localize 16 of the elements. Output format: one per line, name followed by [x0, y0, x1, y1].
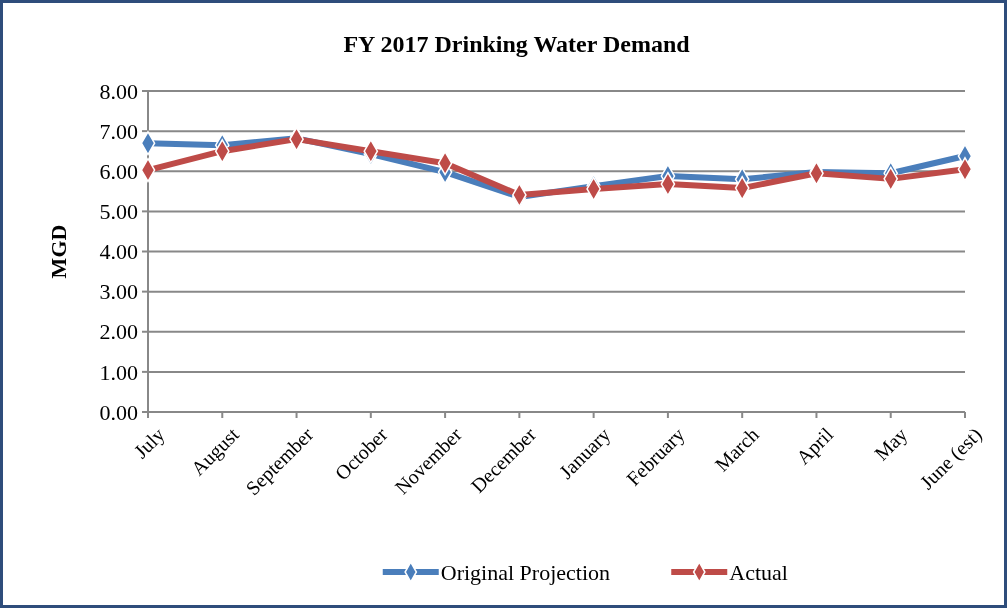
- chart-title: FY 2017 Drinking Water Demand: [343, 31, 691, 57]
- x-tick-label: June (est): [915, 423, 987, 495]
- y-tick-label: 7.00: [99, 118, 138, 144]
- y-tick-label: 5.00: [99, 199, 138, 225]
- y-tick-label: 2.00: [99, 319, 138, 345]
- y-tick-label: 8.00: [99, 78, 138, 104]
- x-tick-label: May: [869, 423, 913, 466]
- y-tick-label: 6.00: [99, 158, 138, 184]
- y-tick-label: 0.00: [99, 399, 138, 425]
- legend-label: Actual: [729, 559, 788, 585]
- legend-label: Original Projection: [440, 559, 610, 585]
- y-tick-label: 3.00: [99, 279, 138, 305]
- y-tick-label: 1.00: [99, 359, 138, 385]
- y-axis-title: MGD: [46, 224, 71, 279]
- x-tick-label: July: [129, 423, 170, 464]
- y-tick-label: 4.00: [99, 239, 138, 265]
